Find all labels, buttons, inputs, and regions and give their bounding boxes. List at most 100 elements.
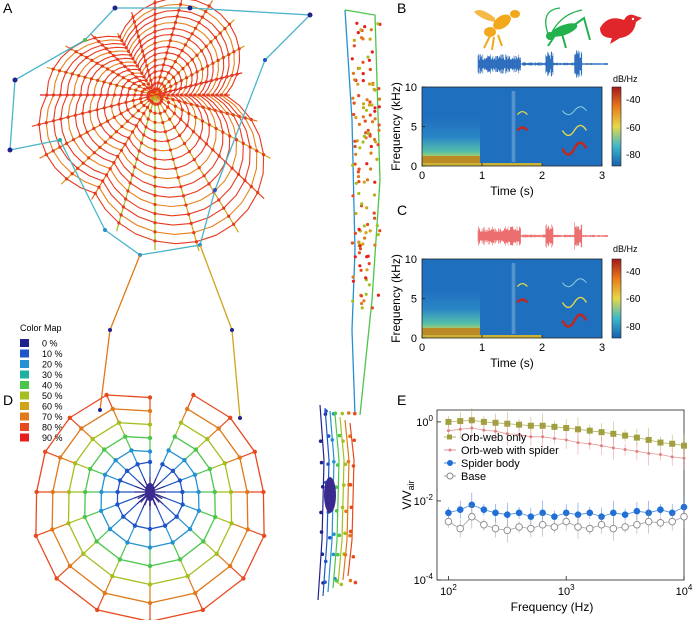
web-node <box>76 167 79 170</box>
web-side-thread <box>318 405 324 600</box>
web-node <box>362 299 365 302</box>
web-node <box>223 27 226 30</box>
legend-label: 80 % <box>42 423 63 433</box>
web-node <box>173 434 177 438</box>
web-node <box>185 76 188 79</box>
web-node <box>360 202 363 205</box>
legend-swatch <box>20 402 29 410</box>
data-point <box>529 435 532 438</box>
web-node <box>167 71 170 74</box>
web-node <box>45 121 48 124</box>
web-node <box>202 93 205 96</box>
web-node <box>106 67 109 70</box>
web-node <box>368 59 371 62</box>
web-node <box>217 59 220 62</box>
web-node <box>187 213 190 216</box>
web-node <box>358 251 361 254</box>
data-point <box>612 446 615 449</box>
web-node <box>349 530 353 534</box>
data-point <box>647 452 650 455</box>
web-node <box>153 212 156 215</box>
web-node <box>153 239 156 242</box>
web-radial <box>187 395 193 409</box>
web-node <box>98 408 102 412</box>
web-node <box>357 170 360 173</box>
web-node <box>131 114 134 117</box>
web-node <box>153 148 156 151</box>
data-point <box>587 428 593 434</box>
web-ring <box>231 492 232 523</box>
web-ring <box>173 529 190 542</box>
web-node <box>352 113 355 116</box>
web-node <box>161 121 164 124</box>
web-node <box>99 509 103 513</box>
y-tick-label: 10 <box>405 254 417 266</box>
web-node <box>177 176 180 179</box>
web-node <box>153 18 156 21</box>
data-point <box>671 455 674 458</box>
web-radial <box>165 481 180 487</box>
web-node <box>190 103 193 106</box>
web-node <box>221 131 224 134</box>
web-radial <box>120 543 128 560</box>
web-radial <box>195 469 210 475</box>
web-node <box>140 141 143 144</box>
web-node <box>117 103 120 106</box>
web-node <box>353 78 356 81</box>
web-ring <box>101 475 105 492</box>
data-point <box>551 513 558 520</box>
bird-icon <box>600 15 642 44</box>
web-node <box>113 6 118 11</box>
web-node <box>201 539 205 543</box>
web-node <box>137 35 140 38</box>
web-node <box>357 94 360 97</box>
web-node <box>377 233 380 236</box>
web-node <box>344 463 348 467</box>
web-node <box>103 473 107 477</box>
web-ring <box>112 576 150 584</box>
web-node <box>362 106 365 109</box>
web-ring <box>135 526 150 529</box>
web-node <box>359 247 362 250</box>
web-node <box>253 450 257 454</box>
web-node <box>123 65 126 68</box>
web-node <box>344 553 348 557</box>
web-node <box>45 153 48 156</box>
data-point <box>624 448 627 451</box>
web-node <box>232 50 235 53</box>
web-node <box>208 123 211 126</box>
web-node <box>363 237 366 240</box>
web-node <box>373 138 376 141</box>
web-node <box>164 57 167 60</box>
x-tick-label: 2 <box>539 342 545 354</box>
web-ring <box>195 475 199 492</box>
web-node <box>369 38 372 41</box>
web-node <box>196 490 200 494</box>
web-ring <box>243 536 264 579</box>
web-node <box>90 77 93 80</box>
web-node <box>115 502 119 506</box>
web-node <box>103 228 107 232</box>
web-radial <box>155 73 242 95</box>
web-node <box>133 105 136 108</box>
web-node <box>135 462 139 466</box>
panel-label-a: A <box>3 0 13 16</box>
web-ring <box>150 610 203 620</box>
web-node <box>354 116 357 119</box>
web-node <box>120 93 123 96</box>
waveform-c <box>478 222 608 250</box>
web-node <box>363 25 366 28</box>
color-map-title: Color Map <box>20 323 62 333</box>
web-node <box>109 135 112 138</box>
web-node <box>83 490 87 494</box>
web-node <box>172 27 175 30</box>
web-node <box>153 221 156 224</box>
web-node <box>174 105 177 108</box>
web-node <box>140 45 143 48</box>
web-node <box>336 553 340 557</box>
web-ring <box>85 517 97 541</box>
web-node <box>207 182 210 185</box>
web-node <box>68 564 72 568</box>
web-node <box>357 241 360 244</box>
web-radial <box>119 423 125 437</box>
